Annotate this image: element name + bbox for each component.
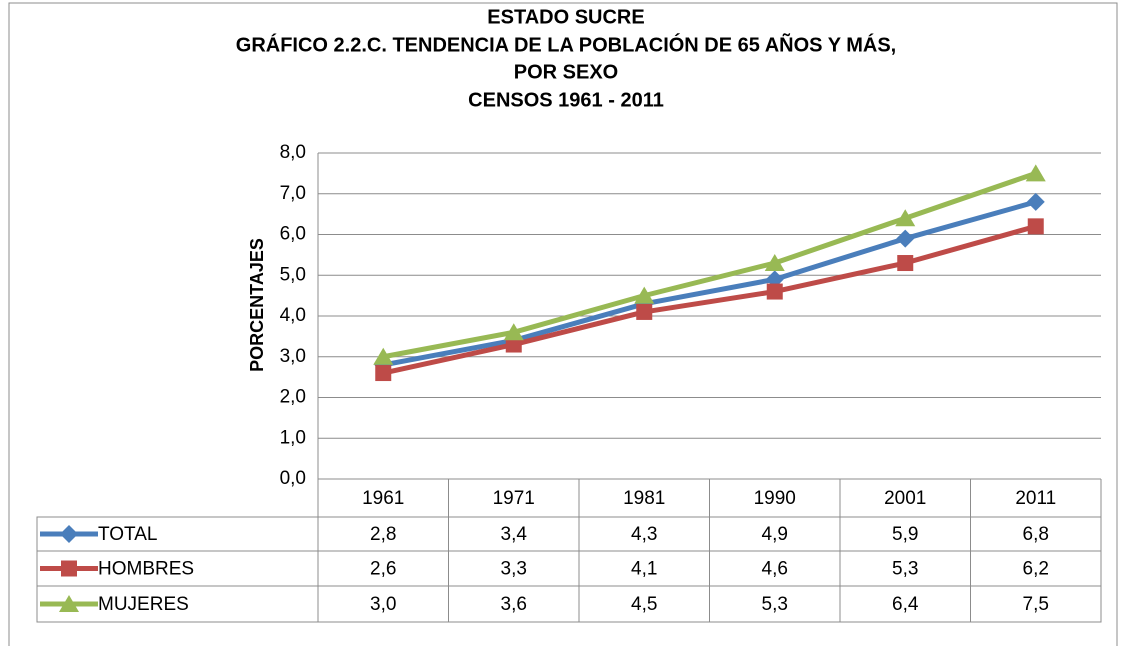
y-tick-label: 1,0 — [280, 427, 306, 448]
marker — [375, 365, 392, 382]
data-table-cell: 2,6 — [370, 559, 396, 580]
marker — [1026, 192, 1045, 211]
data-table-cell: 7,5 — [1023, 594, 1049, 615]
marker — [1027, 218, 1044, 235]
marker — [1025, 164, 1046, 182]
y-tick-label: 8,0 — [280, 142, 306, 163]
marker — [503, 323, 524, 341]
chart-frame — [8, 2, 1118, 646]
data-table-cell: 5,3 — [892, 559, 918, 580]
data-table-cell: 4,1 — [631, 559, 657, 580]
legend-label: TOTAL — [98, 524, 157, 545]
data-table-cell: 3,0 — [370, 594, 396, 615]
y-tick-label: 7,0 — [280, 183, 306, 204]
y-axis-label: PORCENTAJES — [247, 238, 267, 372]
data-table-cell: 4,6 — [762, 559, 788, 580]
legend-label: HOMBRES — [98, 559, 194, 580]
marker — [896, 229, 915, 248]
data-table-cell: 4,3 — [631, 524, 657, 545]
y-tick-label: 3,0 — [280, 346, 306, 367]
marker — [634, 286, 655, 304]
y-tick-label: 2,0 — [280, 387, 306, 408]
marker — [897, 255, 914, 272]
marker — [59, 595, 79, 612]
marker — [764, 254, 785, 272]
data-table-cell: 4,9 — [762, 524, 788, 545]
data-table-cell: 3,4 — [501, 524, 528, 545]
data-table-cell: 5,3 — [762, 594, 788, 615]
x-tick-label: 1990 — [754, 488, 796, 509]
data-table-cell: 3,3 — [501, 559, 527, 580]
marker — [61, 560, 77, 577]
data-table-cell: 5,9 — [892, 524, 918, 545]
x-tick-label: 2011 — [1015, 488, 1056, 509]
y-tick-label: 6,0 — [280, 224, 306, 245]
y-tick-label: 0,0 — [280, 468, 306, 489]
marker — [636, 303, 653, 320]
y-tick-label: 4,0 — [280, 305, 306, 326]
chart-title: CENSOS 1961 - 2011 — [468, 89, 664, 111]
x-tick-label: 1981 — [623, 488, 665, 509]
chart-title: POR SEXO — [514, 61, 618, 83]
series-line — [382, 171, 1037, 360]
data-table-cell: 6,4 — [892, 594, 919, 615]
marker — [60, 525, 78, 543]
marker — [505, 336, 522, 353]
legend-label: MUJERES — [98, 594, 189, 615]
data-table-cell: 4,5 — [631, 594, 657, 615]
chart-title: ESTADO SUCRE — [487, 6, 644, 28]
marker — [373, 347, 394, 365]
data-table-border — [36, 516, 1102, 623]
marker — [766, 283, 783, 300]
chart-title: GRÁFICO 2.2.C. TENDENCIA DE LA POBLACIÓN… — [236, 32, 896, 56]
data-table-cell: 6,8 — [1023, 524, 1049, 545]
series-line — [382, 223, 1037, 376]
series-line — [382, 199, 1037, 368]
x-tick-label: 1961 — [362, 488, 404, 509]
data-table-cell: 2,8 — [370, 524, 396, 545]
marker — [895, 209, 916, 227]
y-tick-label: 5,0 — [280, 264, 306, 285]
x-tick-label: 2001 — [884, 488, 926, 509]
data-table-cell: 3,6 — [501, 594, 527, 615]
data-table-cell: 6,2 — [1023, 559, 1049, 580]
x-tick-label: 1971 — [493, 488, 535, 509]
